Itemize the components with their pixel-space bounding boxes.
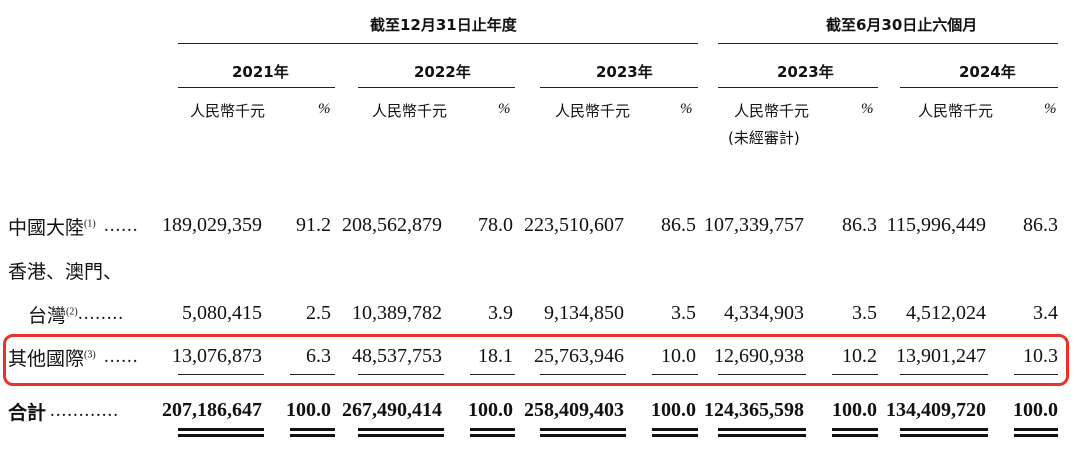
total-double-rule bbox=[540, 428, 626, 437]
cell: 48,537,753 bbox=[352, 345, 442, 367]
cell: 100.0 bbox=[651, 399, 696, 421]
cell: 223,510,607 bbox=[524, 214, 624, 236]
total-double-rule bbox=[718, 428, 806, 437]
subtotal-rule bbox=[652, 374, 698, 375]
unit-rmb-h2024: 人民幣千元 bbox=[918, 102, 994, 120]
half-2023-rule bbox=[718, 87, 878, 88]
unit-pct-2021: % bbox=[318, 101, 331, 117]
total-double-rule bbox=[1014, 428, 1058, 437]
row-hk-label-line2: 台灣(2) bbox=[28, 305, 78, 327]
header-rule-half bbox=[718, 43, 1058, 44]
total-double-rule bbox=[652, 428, 698, 437]
row-hk-dots: ........ bbox=[78, 303, 124, 324]
cell: 10.0 bbox=[661, 345, 696, 367]
row-total-label: 合計 bbox=[8, 402, 47, 424]
cell: 208,562,879 bbox=[342, 214, 442, 236]
unit-rmb-2023: 人民幣千元 bbox=[555, 102, 631, 120]
half-2024: 2024年 bbox=[959, 63, 1016, 81]
cell: 13,076,873 bbox=[172, 345, 262, 367]
cell: 100.0 bbox=[468, 399, 513, 421]
subtotal-rule bbox=[718, 374, 806, 375]
cell: 124,365,598 bbox=[704, 399, 804, 421]
year-2023: 2023年 bbox=[596, 63, 653, 81]
year-2022-rule bbox=[358, 87, 515, 88]
subtotal-rule bbox=[1014, 374, 1058, 375]
cell: 9,134,850 bbox=[544, 302, 624, 324]
row-hk-label-line1: 香港、澳門、 bbox=[8, 261, 123, 283]
row-mainland-label: 中國大陸(1) bbox=[8, 217, 96, 239]
subtotal-rule bbox=[832, 374, 878, 375]
cell: 5,080,415 bbox=[182, 302, 262, 324]
row-mainland-dots: ...... bbox=[104, 215, 139, 236]
cell: 13,901,247 bbox=[896, 345, 986, 367]
unit-pct-h2024: % bbox=[1044, 101, 1057, 117]
cell: 25,763,946 bbox=[534, 345, 624, 367]
cell: 3.4 bbox=[1033, 302, 1058, 324]
cell: 4,512,024 bbox=[906, 302, 986, 324]
subtotal-rule bbox=[358, 374, 444, 375]
cell: 100.0 bbox=[832, 399, 877, 421]
unit-pct-2023: % bbox=[680, 101, 693, 117]
cell: 267,490,414 bbox=[342, 399, 442, 421]
total-double-rule bbox=[900, 428, 988, 437]
subtotal-rule bbox=[900, 374, 988, 375]
cell: 6.3 bbox=[306, 345, 331, 367]
header-year-ended: 截至12月31日止年度 bbox=[370, 16, 517, 34]
total-double-rule bbox=[178, 428, 264, 437]
unit-unaudited: (未經審計) bbox=[728, 129, 800, 147]
cell: 86.3 bbox=[1023, 214, 1058, 236]
cell: 4,334,903 bbox=[724, 302, 804, 324]
year-2021: 2021年 bbox=[232, 63, 289, 81]
cell: 189,029,359 bbox=[162, 214, 262, 236]
total-double-rule bbox=[832, 428, 878, 437]
cell: 78.0 bbox=[478, 214, 513, 236]
cell: 107,339,757 bbox=[704, 214, 804, 236]
subtotal-rule bbox=[178, 374, 264, 375]
cell: 10.2 bbox=[842, 345, 877, 367]
subtotal-rule bbox=[290, 374, 335, 375]
cell: 86.5 bbox=[661, 214, 696, 236]
total-double-rule bbox=[290, 428, 335, 437]
unit-pct-h2023: % bbox=[861, 101, 874, 117]
year-2021-rule bbox=[178, 87, 335, 88]
header-rule-year bbox=[178, 43, 698, 44]
half-2024-rule bbox=[900, 87, 1058, 88]
subtotal-rule bbox=[470, 374, 515, 375]
cell: 10.3 bbox=[1023, 345, 1058, 367]
unit-pct-2022: % bbox=[498, 101, 511, 117]
total-double-rule bbox=[470, 428, 515, 437]
total-double-rule bbox=[358, 428, 444, 437]
unit-rmb-h2023: 人民幣千元 bbox=[734, 102, 810, 120]
unit-rmb-2021: 人民幣千元 bbox=[190, 102, 266, 120]
year-2023-rule bbox=[540, 87, 698, 88]
year-2022: 2022年 bbox=[414, 63, 471, 81]
cell: 86.3 bbox=[842, 214, 877, 236]
cell: 12,690,938 bbox=[714, 345, 804, 367]
cell: 91.2 bbox=[296, 214, 331, 236]
half-2023: 2023年 bbox=[777, 63, 834, 81]
cell: 18.1 bbox=[478, 345, 513, 367]
cell: 2.5 bbox=[306, 302, 331, 324]
cell: 3.9 bbox=[488, 302, 513, 324]
header-six-months: 截至6月30日止六個月 bbox=[826, 16, 978, 34]
cell: 3.5 bbox=[671, 302, 696, 324]
row-total-dots: ............ bbox=[50, 400, 119, 421]
cell: 3.5 bbox=[852, 302, 877, 324]
unit-rmb-2022: 人民幣千元 bbox=[372, 102, 448, 120]
cell: 115,996,449 bbox=[886, 214, 986, 236]
highlight-box bbox=[3, 334, 1069, 386]
cell: 100.0 bbox=[286, 399, 331, 421]
cell: 258,409,403 bbox=[524, 399, 624, 421]
subtotal-rule bbox=[540, 374, 626, 375]
cell: 207,186,647 bbox=[162, 399, 262, 421]
cell: 100.0 bbox=[1013, 399, 1058, 421]
cell: 134,409,720 bbox=[886, 399, 986, 421]
row-other-dots: ...... bbox=[104, 346, 139, 367]
row-other-label: 其他國際(3) bbox=[8, 348, 96, 370]
cell: 10,389,782 bbox=[352, 302, 442, 324]
